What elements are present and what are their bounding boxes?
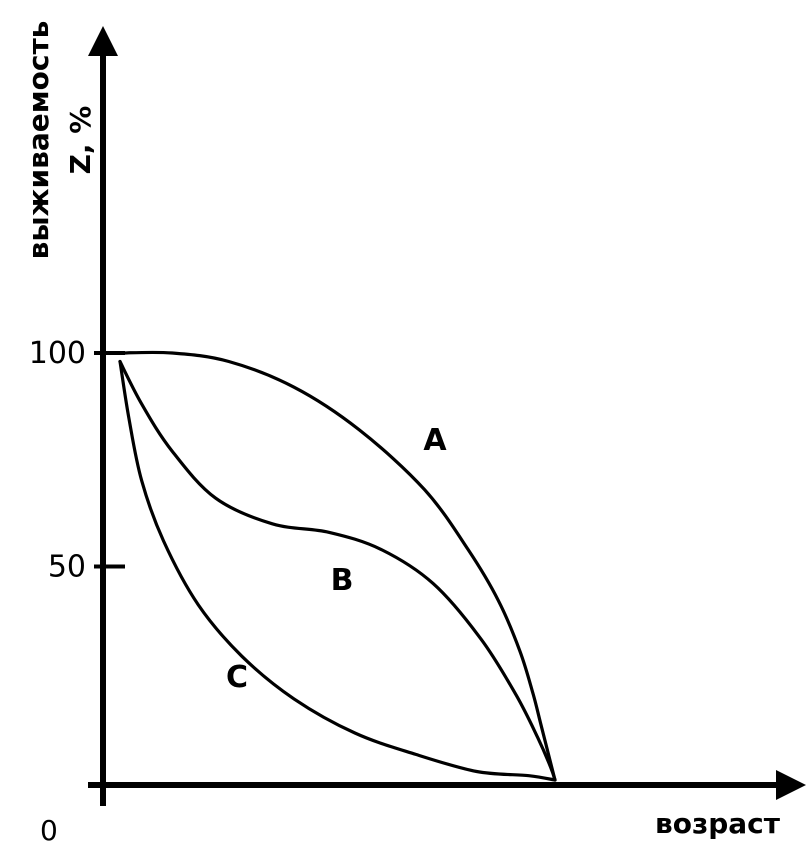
x-axis-title: возраст (655, 807, 781, 840)
series-layer (118, 350, 557, 782)
curve-label-a: A (423, 423, 447, 458)
y-tick-label-50: 50 (48, 550, 86, 585)
curve-b (118, 359, 557, 782)
y-tick-label-100: 100 (29, 336, 86, 371)
tick-layer: 100 50 (29, 336, 125, 585)
curve-label-b: B (331, 563, 354, 598)
origin-label: 0 (40, 814, 58, 847)
y-axis-title-line2: Z, % (64, 106, 97, 175)
label-layer: A B C (226, 423, 447, 695)
curve-c (118, 359, 557, 782)
curve-label-c: C (226, 660, 248, 695)
curve-a (118, 350, 557, 782)
y-axis-title-line1: выживаемость (22, 21, 55, 260)
